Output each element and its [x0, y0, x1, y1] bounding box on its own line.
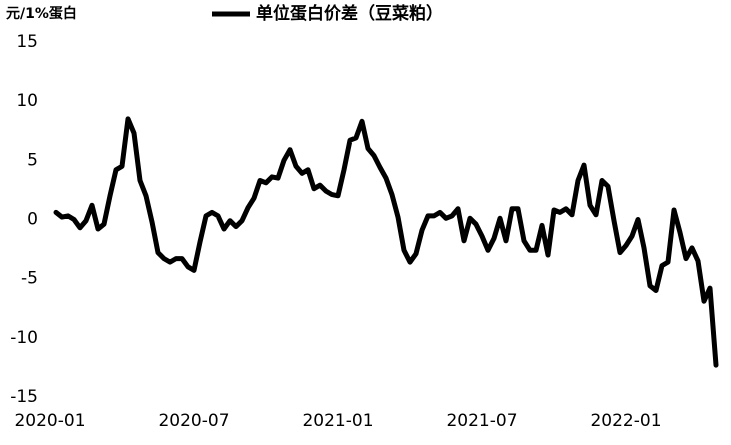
y-tick-label: 5 — [27, 150, 38, 170]
series-line — [53, 116, 719, 368]
legend-label: 单位蛋白价差（豆菜粕） — [256, 3, 443, 24]
y-tick-label: -15 — [10, 387, 38, 407]
y-tick-label: 10 — [16, 91, 38, 111]
x-tick-label: 2022-01 — [590, 411, 661, 431]
x-tick-label: 2020-01 — [14, 411, 85, 431]
x-tick-label: 2021-01 — [302, 411, 373, 431]
y-axis-label: 元/1%蛋白 — [6, 5, 77, 22]
y-tick-label: -10 — [10, 328, 38, 348]
x-tick-label: 2021-07 — [446, 411, 517, 431]
y-tick-label: 15 — [16, 32, 38, 52]
x-tick-label: 2020-07 — [158, 411, 229, 431]
y-tick-label: -5 — [21, 269, 38, 289]
y-tick-label: 0 — [27, 210, 38, 230]
